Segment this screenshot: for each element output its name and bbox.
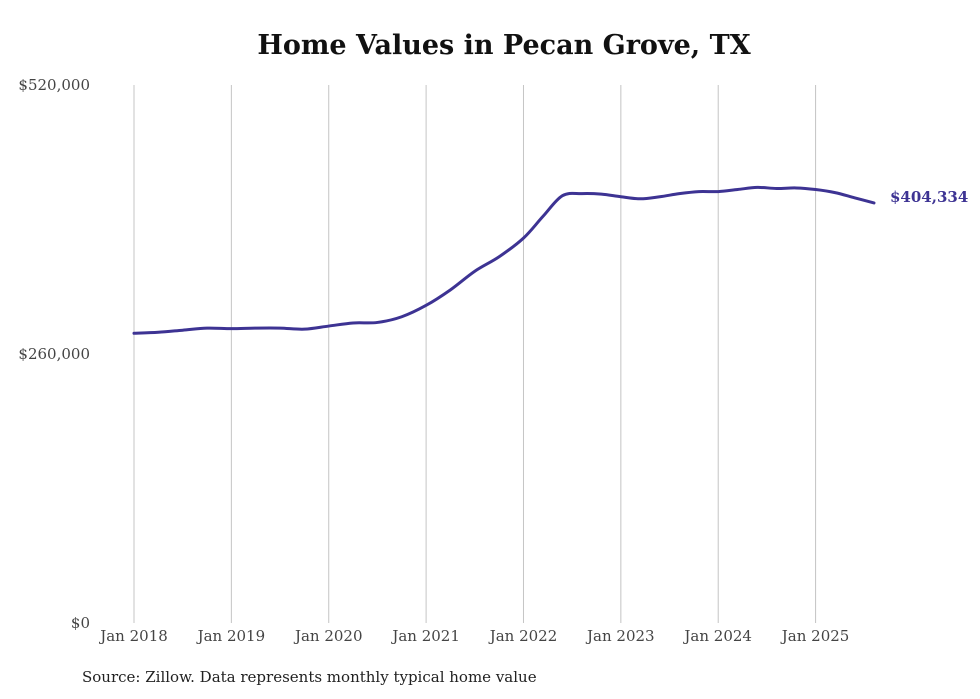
data-labels: $404,334 xyxy=(890,188,968,206)
x-tick-label: Jan 2024 xyxy=(682,627,752,645)
line-chart: $0$260,000$520,000 Jan 2018 Jan 2019 Jan 2… xyxy=(18,76,968,645)
y-tick-label: $260,000 xyxy=(18,345,90,363)
y-tick-label: $0 xyxy=(71,614,90,632)
series-line xyxy=(132,185,876,335)
x-tick-label: Jan 2020 xyxy=(293,627,363,645)
x-tick-label: Jan 2023 xyxy=(585,627,655,645)
y-axis-ticks: $0 $260,000 $520,000 xyxy=(18,76,90,632)
x-tick-label: Jan 2022 xyxy=(488,627,558,645)
y-tick-label: $520,000 xyxy=(18,76,90,94)
x-tick-label: Jan 2018 xyxy=(98,627,168,645)
x-axis-ticks: Jan 2018 Jan 2019 Jan 2020 Jan 2021 Jan 2022… xyxy=(98,627,849,645)
x-tick-label: Jan 2025 xyxy=(780,627,850,645)
end-value-label: $404,334 xyxy=(890,188,968,206)
x-tick-label: Jan 2019 xyxy=(196,627,266,645)
chart-title: Home Values in Pecan Grove, TX xyxy=(257,30,751,61)
series-layer xyxy=(132,185,876,335)
source-note: Source: Zillow. Data represents monthly … xyxy=(82,668,537,686)
gridlines xyxy=(133,85,817,623)
x-tick-label: Jan 2021 xyxy=(390,627,460,645)
